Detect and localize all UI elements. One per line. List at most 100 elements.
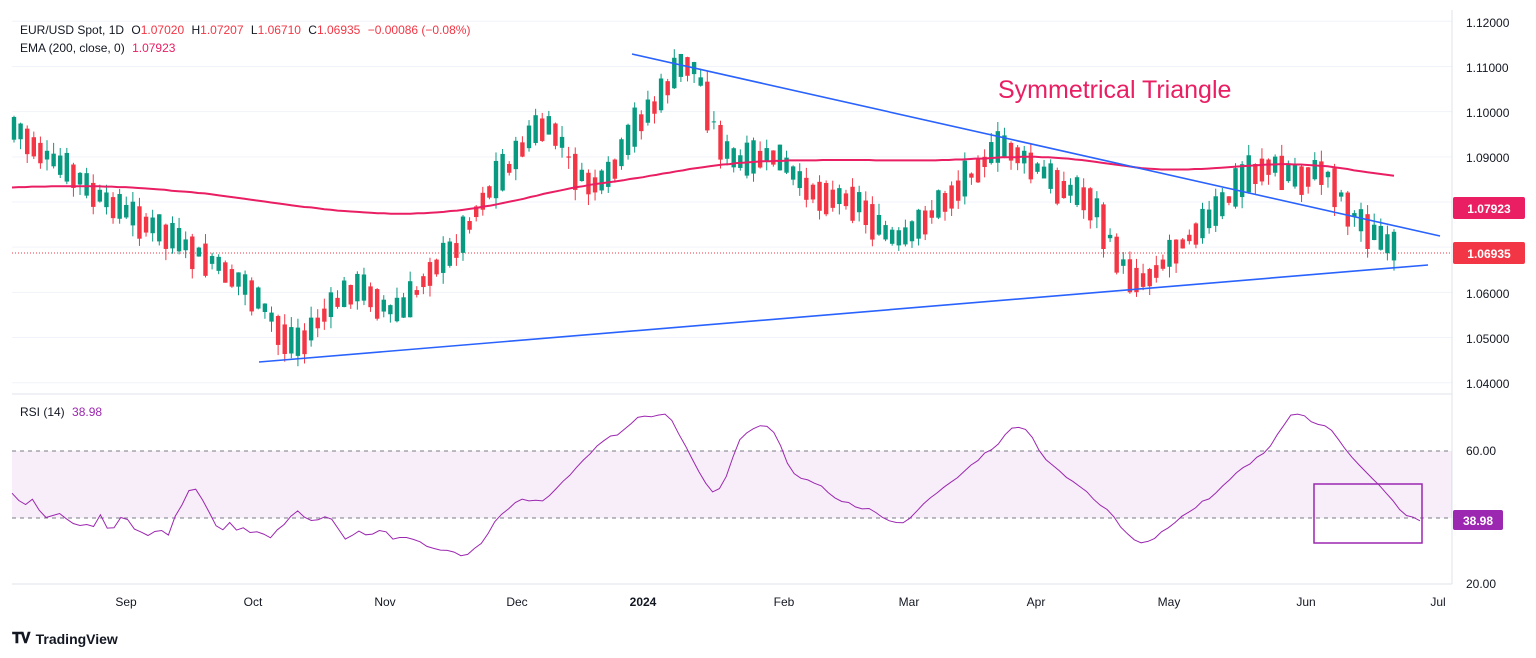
candle-body	[1081, 187, 1086, 211]
candle-body	[427, 262, 433, 286]
candle-body	[1035, 163, 1040, 172]
candle-body	[335, 297, 340, 307]
time-tick-label: Sep	[115, 595, 137, 609]
candle-body	[447, 241, 452, 266]
open-value: 1.07020	[140, 23, 185, 37]
candle-body	[817, 181, 822, 211]
candle-body	[507, 163, 512, 173]
candle-body	[1160, 259, 1166, 269]
candle-body	[546, 116, 552, 135]
ohlc-legend: EUR/USD Spot, 1D O1.07020 H1.07207 L1.06…	[20, 22, 474, 38]
candle-body	[1253, 163, 1258, 185]
candle-body	[718, 124, 723, 160]
candle-body	[1173, 239, 1179, 264]
candle-body	[922, 210, 928, 235]
candle-body	[394, 297, 400, 322]
low-label: L	[250, 23, 258, 37]
candle-body	[249, 280, 254, 312]
candle-body	[520, 142, 525, 157]
candle-body	[157, 214, 162, 242]
candle-body	[1068, 184, 1073, 196]
candle-body	[533, 115, 538, 143]
candle-body	[1193, 223, 1199, 245]
candle-body	[11, 117, 17, 140]
candle-body	[896, 230, 901, 246]
candle-body	[956, 180, 961, 201]
candle-body	[289, 327, 294, 354]
candle-body	[586, 172, 591, 195]
candle-body	[1002, 135, 1007, 158]
last-price-tag-label: 1.06935	[1467, 247, 1511, 261]
candle-body	[51, 153, 56, 167]
close-label: C	[308, 23, 317, 37]
candle-body	[104, 192, 109, 208]
candle-body	[1378, 225, 1383, 250]
candle-body	[1338, 192, 1344, 197]
time-tick-label: Jul	[1430, 595, 1445, 609]
candle-body	[308, 317, 314, 341]
candle-body	[790, 166, 796, 180]
candle-body	[1292, 163, 1298, 187]
candle-body	[870, 204, 875, 240]
candle-body	[44, 150, 50, 160]
candle-body	[1220, 192, 1225, 217]
candle-body	[1074, 177, 1080, 205]
candle-body	[553, 123, 558, 146]
candle-body	[1352, 213, 1357, 218]
candle-body	[1239, 164, 1245, 198]
candle-body	[942, 193, 948, 212]
candle-body	[269, 312, 274, 322]
last-price-tag	[1453, 242, 1525, 264]
candle-body	[130, 201, 136, 226]
candle-body	[196, 247, 202, 257]
candle-body	[1286, 163, 1291, 182]
candle-body	[1180, 239, 1185, 249]
candle-body	[487, 186, 492, 198]
candle-body	[652, 101, 657, 114]
candle-body	[256, 287, 261, 309]
candle-body	[823, 182, 829, 215]
candle-body	[467, 220, 472, 230]
candle-body	[407, 281, 413, 318]
candle-body	[341, 280, 347, 308]
candle-body	[612, 159, 618, 179]
candle-body	[797, 171, 802, 189]
candle-body	[705, 81, 710, 131]
candle-body	[1391, 231, 1397, 261]
candle-body	[1088, 188, 1093, 221]
high-value: 1.07207	[200, 23, 244, 37]
candle-body	[883, 225, 888, 240]
candle-body	[110, 197, 116, 219]
candle-body	[843, 193, 849, 207]
candle-body	[1114, 236, 1119, 273]
close-value: 1.06935	[316, 23, 361, 37]
candle-body	[58, 155, 63, 175]
tradingview-logo[interactable]: 𝐓𝐕 TradingView	[12, 630, 118, 647]
candle-body	[929, 210, 934, 218]
rsi-highlight-box	[1313, 483, 1423, 544]
ema-legend-value: 1.07923	[132, 41, 176, 55]
change-value: −0.00086 (−0.08%)	[367, 23, 471, 37]
candle-body	[91, 182, 96, 207]
price-tick-label: 1.04000	[1466, 377, 1510, 391]
time-tick-label: Feb	[774, 595, 795, 609]
candle-body	[1107, 234, 1113, 239]
rsi-legend: RSI (14) 38.98	[20, 404, 106, 420]
candle-body	[1319, 161, 1324, 185]
candle-body	[1061, 180, 1067, 199]
candle-body	[724, 141, 730, 159]
candle-body	[850, 186, 855, 221]
time-tick-label: Mar	[899, 595, 920, 609]
candle-body	[731, 148, 736, 168]
time-tick-label: Dec	[506, 595, 527, 609]
candle-body	[368, 286, 373, 308]
candle-body	[639, 114, 644, 132]
candle-body	[672, 57, 677, 89]
candle-body	[909, 221, 915, 242]
candle-body	[751, 140, 756, 174]
candle-body	[949, 185, 954, 209]
candle-body	[771, 150, 776, 165]
candle-body	[1299, 166, 1304, 195]
candle-body	[764, 148, 769, 161]
